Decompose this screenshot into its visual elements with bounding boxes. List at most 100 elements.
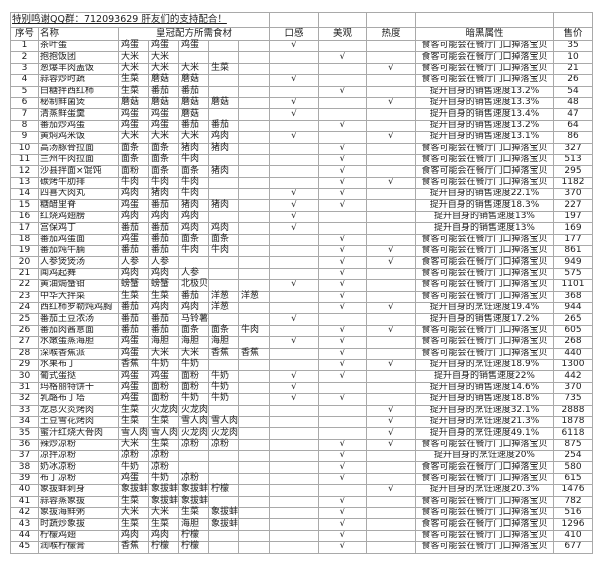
dark-attribute: 提升自身的销售速度22.1%	[415, 188, 554, 201]
heat-check	[366, 393, 416, 406]
taste-check: √	[269, 336, 319, 349]
ingredient-1: 大米	[118, 131, 149, 144]
ingredient-1: 鸡肉	[118, 210, 149, 224]
heat-check	[366, 336, 416, 349]
ingredient-3: 面条	[178, 324, 209, 338]
dark-attribute: 食客可能会在餐厅门口掉落宝贝	[415, 51, 554, 64]
beauty-check: √	[318, 290, 367, 304]
price: 254	[553, 450, 593, 463]
row-number: 33	[10, 404, 39, 417]
beauty-check: √	[318, 358, 367, 372]
dish-name: 凉拌凉粉	[38, 450, 119, 463]
ingredient-1: 生菜	[118, 290, 149, 304]
ingredient-3: 番茄	[178, 119, 209, 133]
table-row: 20 人参煲煲汤 人参 人参 √ √ 食客可能会在餐厅门口掉落宝贝 949	[10, 256, 593, 269]
ingredient-4	[208, 85, 239, 98]
ingredient-2: 猪肉	[148, 188, 179, 201]
table-row: 45 润喉柠檬膏 香蕉 柠檬 柠檬 √ 食客可能会在餐厅门口掉落宝贝 677	[10, 541, 593, 554]
taste-check	[269, 427, 319, 440]
ingredient-2: 生菜	[148, 290, 179, 304]
col-header-beauty: 美观	[318, 27, 367, 41]
beauty-check: √	[318, 85, 367, 98]
price: 6118	[553, 427, 593, 440]
dish-name: 蒜蓉炒时蔬	[38, 74, 119, 87]
ingredient-5	[238, 393, 270, 406]
row-number: 7	[10, 108, 39, 121]
ingredient-3: 牛肉	[178, 188, 209, 201]
dark-attribute: 提升自身的销售速度13.1%	[415, 131, 554, 144]
ingredient-3: 火龙肉	[178, 404, 209, 417]
ingredient-4	[208, 108, 239, 121]
ingredient-2: 鸡肉	[148, 301, 179, 315]
credits-title: 特别鸣谢QQ群：712093629 肝友们的支持配合！	[10, 12, 270, 28]
row-number: 36	[10, 438, 39, 452]
ingredient-5	[238, 85, 270, 98]
table-row: 16 红烧鸡翅膀 鸡肉 鸡肉 鸡肉 √ 提升自身的销售速度13% 197	[10, 210, 593, 224]
dark-attribute: 提升自身的烹饪速度49.1%	[415, 427, 554, 440]
col-header-no: 序号	[10, 27, 39, 41]
row-number: 39	[10, 472, 39, 486]
ingredient-2: 人参	[148, 256, 179, 269]
price: 1182	[553, 176, 593, 190]
row-number: 41	[10, 495, 39, 509]
table-row: 22 黄油焗蟹钳 螃蟹 螃蟹 北极贝 √ √ 食客可能会在餐厅门口掉落宝贝 11…	[10, 279, 593, 292]
taste-check: √	[269, 188, 319, 201]
price: 265	[553, 313, 593, 326]
ingredient-1: 鸡蛋	[118, 347, 149, 360]
taste-check	[269, 176, 319, 190]
ingredient-4	[208, 541, 239, 554]
heat-check: √	[366, 96, 416, 110]
dark-attribute: 食客可能会在餐厅门口掉落宝贝	[415, 541, 554, 554]
ingredient-3: 牛肉	[178, 153, 209, 167]
taste-check	[269, 62, 319, 76]
ingredient-1: 鸡蛋	[118, 370, 149, 383]
row-number: 20	[10, 256, 39, 269]
row-number: 12	[10, 165, 39, 178]
ingredient-3: 大米	[178, 62, 209, 76]
ingredient-2: 鸡蛋	[148, 108, 179, 121]
ingredient-5	[238, 245, 270, 258]
ingredient-4: 象拔蚌	[208, 506, 239, 520]
ingredient-4	[208, 74, 239, 87]
taste-check	[269, 438, 319, 452]
dark-attribute: 食客可能会在餐厅门口掉落宝贝	[415, 438, 554, 452]
price: 861	[553, 245, 593, 258]
dark-attribute: 食客可能会在餐厅门口掉落宝贝	[415, 245, 554, 258]
beauty-check: √	[318, 541, 367, 554]
row-number: 30	[10, 370, 39, 383]
heat-check	[366, 210, 416, 224]
row-number: 18	[10, 233, 39, 247]
price: 580	[553, 461, 593, 474]
price: 516	[553, 506, 593, 520]
price: 782	[553, 495, 593, 509]
price: 48	[553, 96, 593, 110]
table-row: 2 抱抱饭团 大米 大米 √ 食客可能会在餐厅门口掉落宝贝 10	[10, 51, 593, 64]
dish-name: 四喜大肉丸	[38, 188, 119, 201]
table-row: 25 番茄土豆浓汤 番茄 番茄 马铃薯 √ 提升自身的销售速度17.2% 265	[10, 313, 593, 326]
row-number: 19	[10, 245, 39, 258]
price: 513	[553, 153, 593, 167]
ingredient-3: 面粉	[178, 370, 209, 383]
table-row: 6 秘制鲜菌煲 蘑菇 蘑菇 蘑菇 蘑菇 √ √ 提升自身的销售速度13.3% 4…	[10, 96, 593, 110]
dark-attribute: 食客可能会在餐厅门口掉落宝贝	[415, 472, 554, 486]
ingredient-3: 北极贝	[178, 279, 209, 292]
ingredient-3: 猪肉	[178, 142, 209, 155]
price: 197	[553, 210, 593, 224]
ingredient-3: 面条	[178, 233, 209, 247]
ingredient-2: 象拔蚌	[148, 495, 179, 509]
heat-check: √	[366, 176, 416, 190]
row-number: 42	[10, 506, 39, 520]
ingredient-3	[178, 450, 209, 463]
taste-check	[269, 541, 319, 554]
heat-check	[366, 222, 416, 235]
table-row: 30 葡式蛋挞 鸡蛋 鸡蛋 面粉 牛奶 √ √ 提升自身的销售速度22% 442	[10, 370, 593, 383]
dish-name: 玛格丽特饼干	[38, 381, 119, 395]
ingredient-5	[238, 438, 270, 452]
ingredient-1: 生菜	[118, 495, 149, 509]
ingredient-4	[208, 461, 239, 474]
dark-attribute: 提升自身的烹饪速度18.9%	[415, 358, 554, 372]
taste-check: √	[269, 131, 319, 144]
ingredient-5	[238, 210, 270, 224]
dish-name: 深喉香蕉派	[38, 347, 119, 360]
table-row: 38 奶冰凉粉 牛奶 凉粉 √ 食客可能会在餐厅门口掉落宝贝 580	[10, 461, 593, 474]
